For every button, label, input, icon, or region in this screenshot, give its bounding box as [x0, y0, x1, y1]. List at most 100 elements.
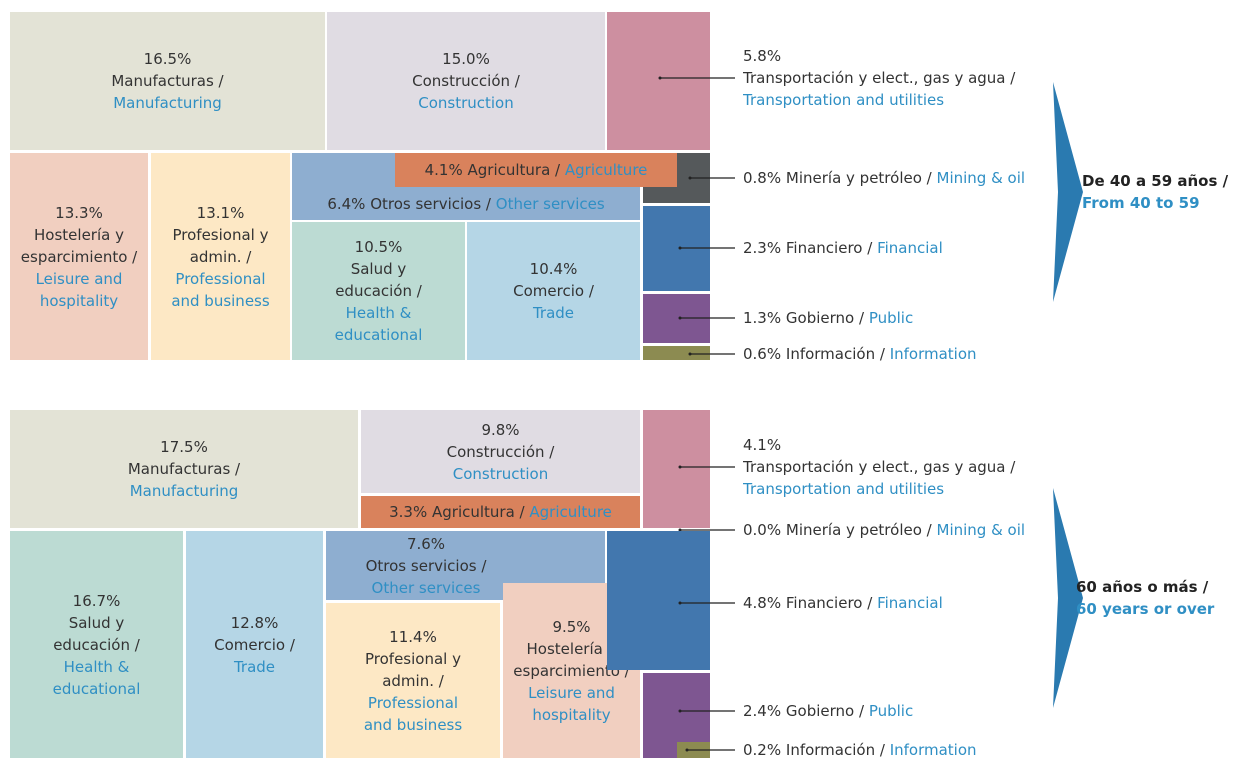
sector-label: 9.8% Construcción / Construction — [361, 410, 640, 493]
value-label: 1.3% — [743, 309, 782, 327]
label-box: 1.3% Gobierno / Public — [743, 309, 914, 327]
bracket — [1053, 82, 1083, 302]
value-label: 6.4% — [327, 195, 366, 213]
leader-dot — [678, 316, 682, 320]
label-text: 13.1% Profesional y admin. / Professional … — [168, 202, 273, 312]
sector-label: 9.5% Hostelería y esparcimiento / Leisure … — [503, 583, 640, 758]
leader-dot — [658, 76, 662, 80]
value-label: 10.4% — [529, 260, 578, 278]
group-title: 60 años o más / — [1076, 578, 1209, 596]
sector-name-en: Information — [889, 741, 977, 758]
sector-label: 4.8% Financiero / Financial — [743, 592, 1053, 614]
label-text: 10.4% Comercio / Trade — [499, 258, 609, 324]
value-label: 11.4% — [389, 627, 437, 646]
leader-dot — [678, 709, 682, 713]
sector-label: 2.4% Gobierno / Public — [743, 700, 1053, 722]
sector-label: 13.1% Profesional y admin. / Professional … — [151, 153, 290, 360]
leader-dot — [678, 465, 682, 469]
sector — [467, 222, 640, 360]
sector-name-en: Public — [868, 309, 914, 327]
sector-name: Gobierno / — [785, 702, 865, 720]
sector — [10, 12, 325, 150]
sector-name: Financiero / — [785, 239, 873, 257]
sector-name: Comercio / — [513, 282, 594, 300]
sector-name: Información / — [785, 741, 885, 758]
label-box: 10.5% Salud y educación /Health & educati… — [326, 236, 431, 346]
sector-name-en: Agriculture — [529, 503, 612, 521]
sector — [10, 531, 183, 758]
label-box: 3.3% Agricultura / Agriculture — [389, 501, 612, 523]
sector-name-en: Leisure and hospitality — [35, 269, 123, 310]
sector-name-en: Health & educational — [334, 304, 423, 344]
value-label: 7.6% — [406, 534, 446, 553]
sector — [607, 12, 710, 150]
sector-name: Otros servicios / — [370, 195, 491, 213]
value-label: 16.5% — [143, 50, 192, 68]
group-title: De 40 a 59 años / — [1082, 172, 1229, 190]
sector-name: Minería y petróleo / — [785, 521, 932, 539]
sector-name-en: Trade — [532, 304, 575, 322]
label-box: 4.1% Transportación y elect., gas y agua … — [743, 436, 1016, 498]
leader-dot — [688, 176, 692, 180]
sector — [186, 531, 323, 758]
label-box: 5.8% Transportación y elect., gas y agua … — [743, 47, 1015, 109]
sector-label: 16.7% Salud y educación / Health & educati… — [10, 531, 183, 758]
label-box: 2.3% Financiero / Financial — [743, 239, 943, 257]
label-text: 17.5% Manufacturas / Manufacturing — [84, 436, 284, 502]
label-box: 17.5% Manufacturas / Manufacturing — [10, 410, 358, 528]
label-box: 13.3% Hostelería y esparcimiento /Leisure… — [20, 202, 138, 312]
label-box: 6.4% Otros servicios / Other services — [327, 195, 605, 213]
label-box: 9.8% Construcción / Construction — [361, 410, 640, 493]
sector-name: Hostelería y esparcimiento / — [513, 639, 630, 680]
sector-name-en: Trade — [233, 657, 276, 676]
sector-label: 4.1% Agricultura / Agriculture — [395, 153, 677, 187]
label-text: 7.6% Otros servicios / Other services — [356, 533, 496, 599]
sector-name: Profesional y admin. / — [172, 225, 269, 266]
label-box: 15.0% Construcción / Construction — [327, 12, 605, 150]
value-label: 2.3% — [743, 239, 782, 257]
label-box: De 40 a 59 años / From 40 to 59 years — [1082, 172, 1229, 212]
sector — [643, 410, 710, 528]
sector-name-en: Professional and business — [171, 269, 270, 310]
value-label: 0.0% — [743, 521, 782, 539]
label-text: 16.5% Manufacturas / Manufacturing — [68, 48, 268, 114]
value-label: 10.5% — [354, 238, 403, 256]
sector-name: Construcción / — [412, 72, 520, 90]
sector-name-en: Mining & oil — [936, 169, 1026, 187]
label-text: 10.5% Salud y educación / Health & educati… — [326, 236, 431, 346]
sector-name-en: Health & educational — [52, 657, 141, 698]
label-box: 0.6% Información / Information — [743, 345, 977, 363]
label-text: 3.3% Agricultura / Agriculture — [389, 501, 612, 523]
sector-name: Información / — [785, 345, 885, 363]
sector — [643, 346, 710, 360]
sector-name-en: Other services — [495, 195, 605, 213]
sector — [326, 603, 500, 758]
sector-name-en: Financial — [877, 594, 943, 612]
leader-dot — [678, 601, 682, 605]
value-label: 12.8% — [230, 613, 279, 632]
leader-dot — [685, 748, 689, 752]
sector-label: 15.0% Construcción / Construction — [327, 12, 605, 150]
label-text: 11.4% Profesional y admin. / Professional … — [358, 626, 468, 736]
label-text: 13.3% Hostelería y esparcimiento / Leisure… — [20, 202, 138, 312]
label-box: 60 años o más / 60 years or over — [1076, 578, 1214, 618]
sector — [10, 410, 358, 528]
sector-name-en: Construction — [418, 94, 514, 112]
label-box: 4.8% Financiero / Financial — [743, 592, 1053, 614]
label-text: 9.8% Construcción / Construction — [401, 419, 601, 485]
label-box: 0.0% Minería y petróleo / Mining & oil — [743, 519, 1053, 541]
sector-name-en: Professional and business — [363, 693, 463, 734]
label-box: 0.8% Minería y petróleo / Mining & oil — [743, 169, 1026, 187]
value-label: 4.1% — [424, 161, 463, 179]
sector-label: 7.6% Otros servicios / Other services — [326, 531, 526, 600]
label-box: 13.1% Profesional y admin. /Professional … — [151, 153, 290, 360]
leader-dot — [678, 528, 682, 532]
value-label: 15.0% — [442, 50, 490, 68]
sector-name: Transportación y elect., gas y agua / — [743, 458, 1016, 476]
sector-label: 0.0% Minería y petróleo / Mining & oil — [743, 519, 1053, 541]
sector-name-en: Information — [889, 345, 977, 363]
sector-label: 10.4% Comercio / Trade — [467, 222, 640, 360]
sector-label: 17.5% Manufacturas / Manufacturing — [10, 410, 358, 528]
label-box: 11.4% Profesional y admin. /Professional … — [358, 626, 468, 736]
value-label: 16.7% — [72, 591, 121, 610]
